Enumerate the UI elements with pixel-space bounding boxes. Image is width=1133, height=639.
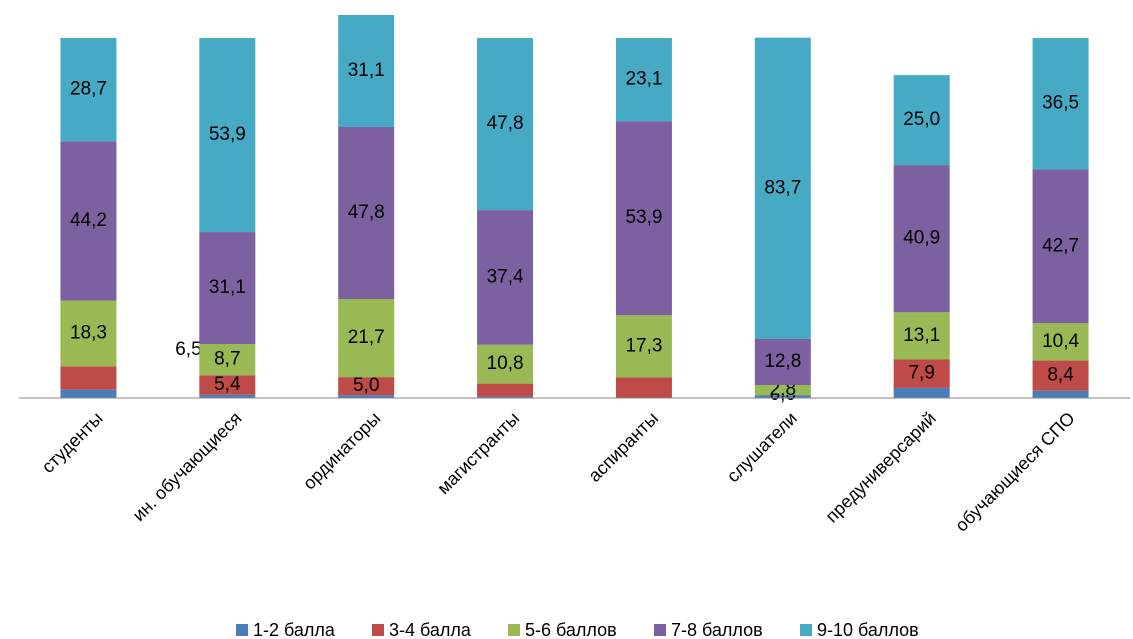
bar-segment — [338, 299, 395, 378]
x-tick-label: предуниверсарий — [822, 408, 940, 526]
bar-segment — [60, 389, 117, 398]
x-tick-label: магистранты — [433, 408, 523, 498]
value-label: 25,0 — [903, 109, 940, 130]
bar-segment — [477, 344, 534, 384]
value-label: 37,4 — [487, 266, 524, 287]
legend-label: 1-2 балла — [253, 620, 336, 639]
value-label: 10,8 — [487, 353, 524, 374]
value-label: 47,8 — [487, 113, 524, 134]
x-tick-label: ординаторы — [299, 408, 384, 493]
bar-segment — [477, 210, 534, 345]
bar-segment — [754, 385, 811, 396]
value-label: 18,3 — [70, 322, 107, 343]
bar-segment — [60, 141, 117, 301]
legend-swatch — [800, 624, 812, 636]
legend-label: 3-4 балла — [389, 620, 472, 639]
value-label: 8,4 — [1047, 365, 1074, 386]
bar-segment — [1032, 323, 1089, 361]
bar-segment — [199, 232, 256, 345]
legend-swatch — [236, 624, 248, 636]
bar-segment — [893, 165, 950, 313]
bar-segment — [893, 359, 950, 388]
bar-segment — [477, 396, 534, 398]
value-label: 47,8 — [348, 202, 385, 223]
bar-segment — [477, 383, 534, 397]
x-tick-label: обучающиеся СПО — [951, 408, 1079, 536]
value-label: 53,9 — [625, 207, 662, 228]
bar-segment — [1032, 390, 1089, 398]
bar-segment — [615, 315, 672, 378]
legend-label: 7-8 баллов — [671, 620, 763, 639]
value-label: 7,9 — [908, 363, 934, 384]
value-label: 42,7 — [1042, 235, 1079, 256]
bar-segment — [754, 338, 811, 386]
bar-segment — [338, 15, 395, 127]
value-label: 40,9 — [903, 228, 940, 249]
bar-segment — [199, 344, 256, 376]
value-label: 17,3 — [625, 335, 662, 356]
bar-segment — [199, 38, 256, 233]
bar-segment — [1032, 360, 1089, 391]
bar-segment — [893, 312, 950, 360]
bar-segment — [615, 38, 672, 122]
bar-segment — [338, 126, 395, 300]
bar-segment — [477, 38, 534, 211]
bar-segment — [615, 377, 672, 398]
x-tick-label: аспиранты — [584, 408, 662, 486]
value-label: 13,1 — [903, 325, 940, 346]
value-label: 44,2 — [70, 210, 107, 231]
value-label: 28,7 — [70, 79, 107, 100]
legend-label: 9-10 баллов — [817, 620, 919, 639]
bar-segment — [754, 37, 811, 339]
bar-segment — [1032, 169, 1089, 324]
bar-segment — [893, 75, 950, 166]
value-label: 53,9 — [209, 124, 246, 145]
bar-segment — [60, 366, 117, 390]
bar-segment — [60, 300, 117, 367]
value-label: 12,8 — [764, 351, 801, 372]
value-label: 6,5 — [175, 339, 201, 360]
legend-swatch — [372, 624, 384, 636]
value-label: 21,7 — [348, 327, 385, 348]
value-label: 23,1 — [625, 69, 662, 90]
value-label: 31,1 — [348, 60, 385, 81]
bar-segment — [338, 395, 395, 398]
legend: 1-2 балла 3-4 балла 5-6 баллов 7-8 баллов 9-… — [236, 620, 919, 639]
bar-segment — [615, 121, 672, 316]
value-label: 31,1 — [209, 277, 246, 298]
value-label: 36,5 — [1042, 93, 1079, 114]
bar-segment — [338, 377, 395, 396]
bar-segment — [893, 387, 950, 398]
value-label: 8,7 — [214, 349, 240, 370]
value-label: 5,0 — [353, 375, 379, 396]
bar-segment — [199, 394, 256, 398]
legend-label: 5-6 баллов — [525, 620, 617, 639]
value-label: 83,7 — [764, 177, 801, 198]
bar-segment — [60, 38, 117, 142]
value-label: 5,4 — [214, 374, 241, 395]
x-tick-label: студенты — [38, 408, 107, 477]
x-tick-label: слушатели — [723, 408, 801, 486]
bar-segment — [754, 395, 811, 398]
bar-segment — [199, 375, 256, 395]
legend-swatch — [508, 624, 520, 636]
legend-swatch — [654, 624, 666, 636]
value-label: 10,4 — [1042, 331, 1079, 352]
x-tick-label: ин. обучающиеся — [129, 408, 246, 525]
bar-segment — [1032, 38, 1089, 170]
